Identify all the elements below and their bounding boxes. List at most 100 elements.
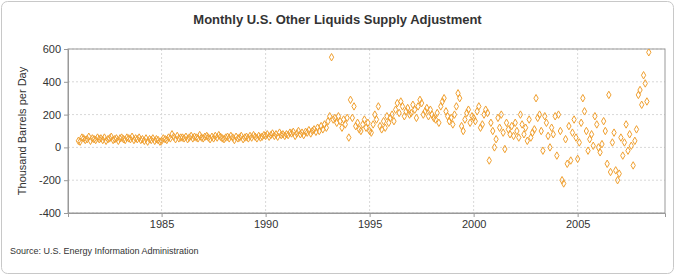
data-point bbox=[574, 134, 578, 141]
data-point bbox=[414, 114, 418, 121]
data-point bbox=[374, 116, 378, 123]
data-point bbox=[605, 160, 609, 167]
y-tick-mark bbox=[64, 180, 68, 181]
y-tick: 0 bbox=[55, 141, 68, 153]
data-point bbox=[366, 119, 370, 126]
x-tick-mark bbox=[370, 213, 371, 217]
grid-line-x bbox=[161, 49, 162, 213]
data-point bbox=[451, 121, 455, 128]
y-tick-mark bbox=[64, 115, 68, 116]
data-point bbox=[452, 111, 456, 118]
x-tick-label: 1995 bbox=[358, 218, 382, 230]
data-point bbox=[643, 80, 647, 87]
x-tick-label: 1985 bbox=[150, 218, 174, 230]
source-note: Source: U.S. Energy Information Administ… bbox=[10, 246, 199, 256]
data-point bbox=[558, 127, 562, 134]
data-point bbox=[603, 127, 607, 134]
data-point bbox=[546, 132, 550, 139]
data-point bbox=[570, 129, 574, 136]
y-tick-mark bbox=[64, 213, 68, 214]
x-tick: 2005 bbox=[566, 213, 590, 230]
data-point bbox=[369, 129, 373, 136]
data-point bbox=[584, 127, 588, 134]
data-point bbox=[454, 103, 458, 110]
data-point bbox=[489, 119, 493, 126]
data-point bbox=[591, 142, 595, 149]
y-tick-label: 200 bbox=[43, 109, 61, 121]
data-point bbox=[612, 129, 616, 136]
data-point bbox=[556, 111, 560, 118]
data-point bbox=[371, 121, 375, 128]
data-point bbox=[329, 53, 333, 60]
y-tick-label: 400 bbox=[43, 76, 61, 88]
data-point bbox=[634, 126, 638, 133]
data-point bbox=[459, 122, 463, 129]
data-point bbox=[544, 119, 548, 126]
data-point bbox=[610, 139, 614, 146]
data-point bbox=[575, 155, 579, 162]
data-point bbox=[562, 180, 566, 187]
data-point bbox=[350, 114, 354, 121]
data-point bbox=[442, 94, 446, 101]
data-point bbox=[439, 103, 443, 110]
data-point bbox=[534, 94, 538, 101]
data-point bbox=[647, 49, 651, 56]
data-point bbox=[400, 103, 404, 110]
data-point bbox=[466, 106, 470, 113]
data-point bbox=[645, 98, 649, 105]
data-point bbox=[348, 96, 352, 103]
data-point bbox=[428, 106, 432, 113]
data-point bbox=[539, 127, 543, 134]
data-point bbox=[513, 119, 517, 126]
x-tick-label: 2000 bbox=[462, 218, 486, 230]
data-point bbox=[567, 122, 571, 129]
data-point bbox=[633, 137, 637, 144]
data-point bbox=[527, 116, 531, 123]
data-point bbox=[511, 132, 515, 139]
y-tick-label: 600 bbox=[43, 43, 61, 55]
data-point bbox=[437, 119, 441, 126]
data-point bbox=[475, 108, 479, 115]
data-point bbox=[631, 162, 635, 169]
x-axis-line bbox=[69, 214, 666, 218]
data-point bbox=[399, 98, 403, 105]
x-tick-mark bbox=[578, 213, 579, 217]
y-axis-line bbox=[64, 50, 69, 214]
data-point bbox=[593, 113, 597, 120]
data-point bbox=[402, 113, 406, 120]
data-point bbox=[376, 103, 380, 110]
data-point bbox=[352, 103, 356, 110]
y-tick-mark bbox=[64, 147, 68, 148]
data-point bbox=[444, 108, 448, 115]
data-point bbox=[641, 72, 645, 79]
data-point bbox=[577, 139, 581, 146]
data-point bbox=[499, 111, 503, 118]
data-point bbox=[456, 90, 460, 97]
y-axis: -400-2000200400600 bbox=[39, 43, 69, 219]
data-point bbox=[497, 124, 501, 131]
data-point bbox=[419, 99, 423, 106]
plot-area: 19851990199520002005-400-2000200400600 bbox=[39, 43, 666, 230]
x-axis: 1985 1990 1995 2000 2005 bbox=[69, 213, 666, 230]
data-point bbox=[617, 170, 621, 177]
data-point bbox=[326, 117, 330, 124]
data-point bbox=[523, 124, 527, 131]
data-point bbox=[529, 134, 533, 141]
data-point bbox=[501, 129, 505, 136]
x-tick-label: 2005 bbox=[566, 218, 590, 230]
data-point bbox=[551, 131, 555, 138]
data-point bbox=[601, 117, 605, 124]
title: Monthly U.S. Other Liquids Supply Adjust… bbox=[193, 12, 482, 27]
y-tick-mark bbox=[64, 49, 68, 50]
data-point bbox=[619, 134, 623, 141]
x-tick: 1990 bbox=[254, 213, 278, 230]
grid-line-y bbox=[68, 114, 665, 115]
y-tick: -200 bbox=[39, 174, 68, 186]
y-tick: 400 bbox=[43, 76, 68, 88]
data-point bbox=[345, 114, 349, 121]
data-point bbox=[347, 134, 351, 141]
grid-line-y bbox=[68, 180, 665, 181]
data-point bbox=[608, 168, 612, 175]
data-point bbox=[626, 147, 630, 154]
data-point bbox=[492, 144, 496, 151]
